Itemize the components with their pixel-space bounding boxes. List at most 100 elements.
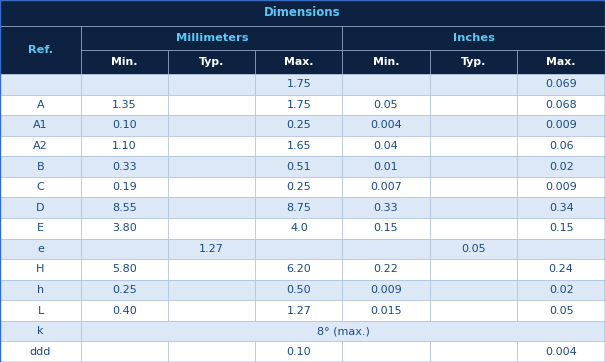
Bar — [342, 218, 430, 239]
Text: 0.009: 0.009 — [370, 285, 402, 295]
Bar — [342, 26, 605, 50]
Text: A2: A2 — [33, 141, 48, 151]
Text: 0.05: 0.05 — [374, 100, 398, 110]
Text: h: h — [37, 285, 44, 295]
Text: Inches: Inches — [453, 33, 495, 43]
Bar — [0, 136, 81, 156]
Text: Ref.: Ref. — [28, 45, 53, 55]
Bar — [0, 156, 81, 177]
Bar — [0, 280, 81, 300]
Bar — [342, 156, 430, 177]
Bar — [517, 136, 605, 156]
Bar — [517, 239, 605, 259]
Bar — [168, 94, 255, 115]
Bar — [430, 218, 517, 239]
Bar — [342, 94, 430, 115]
Text: Dimensions: Dimensions — [264, 7, 341, 20]
Bar — [342, 300, 430, 321]
Bar — [168, 300, 255, 321]
Bar — [81, 115, 168, 136]
Bar — [81, 321, 605, 341]
Bar — [81, 74, 168, 94]
Bar — [517, 197, 605, 218]
Bar — [81, 50, 168, 74]
Bar — [0, 259, 81, 280]
Bar — [342, 115, 430, 136]
Text: L: L — [38, 306, 44, 316]
Bar — [255, 94, 342, 115]
Text: 0.25: 0.25 — [287, 182, 311, 192]
Bar — [81, 218, 168, 239]
Text: 0.007: 0.007 — [370, 182, 402, 192]
Text: H: H — [36, 264, 45, 274]
Text: 0.02: 0.02 — [549, 285, 574, 295]
Text: 0.069: 0.069 — [545, 79, 577, 89]
Bar — [81, 177, 168, 197]
Text: Min.: Min. — [373, 57, 399, 67]
Text: A: A — [37, 100, 44, 110]
Bar — [168, 218, 255, 239]
Bar — [517, 50, 605, 74]
Bar — [168, 280, 255, 300]
Text: Millimeters: Millimeters — [175, 33, 248, 43]
Text: 0.10: 0.10 — [287, 347, 311, 357]
Text: 0.01: 0.01 — [374, 161, 398, 172]
Text: 1.75: 1.75 — [287, 79, 311, 89]
Bar — [168, 136, 255, 156]
Bar — [517, 341, 605, 362]
Text: Min.: Min. — [111, 57, 138, 67]
Bar — [430, 94, 517, 115]
Bar — [0, 239, 81, 259]
Bar — [342, 197, 430, 218]
Text: 0.05: 0.05 — [549, 306, 574, 316]
Text: 0.009: 0.009 — [545, 182, 577, 192]
Text: Max.: Max. — [284, 57, 313, 67]
Bar — [430, 156, 517, 177]
Bar — [517, 218, 605, 239]
Text: A1: A1 — [33, 121, 48, 130]
Bar — [81, 197, 168, 218]
Bar — [430, 259, 517, 280]
Bar — [81, 26, 342, 50]
Bar — [81, 280, 168, 300]
Bar — [342, 280, 430, 300]
Text: 0.015: 0.015 — [370, 306, 402, 316]
Bar — [255, 197, 342, 218]
Text: 0.40: 0.40 — [113, 306, 137, 316]
Bar — [81, 259, 168, 280]
Bar — [517, 300, 605, 321]
Text: 0.22: 0.22 — [373, 264, 399, 274]
Bar — [255, 280, 342, 300]
Text: 5.80: 5.80 — [113, 264, 137, 274]
Text: Max.: Max. — [546, 57, 576, 67]
Bar — [0, 218, 81, 239]
Text: 0.02: 0.02 — [549, 161, 574, 172]
Text: 0.004: 0.004 — [545, 347, 577, 357]
Bar — [0, 300, 81, 321]
Bar — [168, 341, 255, 362]
Bar — [342, 239, 430, 259]
Bar — [430, 74, 517, 94]
Text: 8° (max.): 8° (max.) — [316, 326, 370, 336]
Text: 8.55: 8.55 — [113, 203, 137, 213]
Bar — [430, 300, 517, 321]
Text: 8.75: 8.75 — [286, 203, 312, 213]
Bar — [517, 94, 605, 115]
Bar — [255, 341, 342, 362]
Text: 0.10: 0.10 — [113, 121, 137, 130]
Bar — [81, 300, 168, 321]
Bar — [342, 341, 430, 362]
Text: 0.009: 0.009 — [545, 121, 577, 130]
Text: 0.05: 0.05 — [461, 244, 486, 254]
Text: 0.34: 0.34 — [549, 203, 574, 213]
Bar — [517, 156, 605, 177]
Bar — [81, 239, 168, 259]
Bar — [81, 156, 168, 177]
Bar — [0, 94, 81, 115]
Text: 0.068: 0.068 — [545, 100, 577, 110]
Text: 1.27: 1.27 — [199, 244, 224, 254]
Bar — [168, 197, 255, 218]
Bar — [168, 259, 255, 280]
Bar — [0, 341, 81, 362]
Text: k: k — [38, 326, 44, 336]
